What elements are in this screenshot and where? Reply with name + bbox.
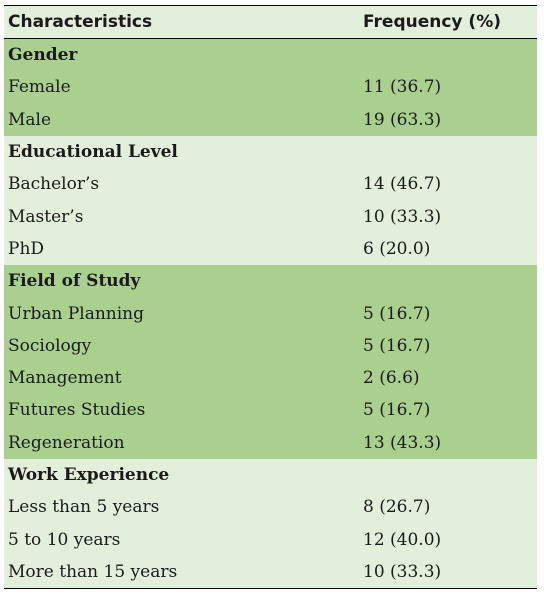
row-value: 6 (20.0) [363, 238, 431, 259]
table-row: More than 15 years 10 (33.3) [4, 555, 537, 589]
row-label: Management [8, 368, 122, 389]
section-title: Educational Level [8, 142, 178, 163]
table-row: Female 11 (36.7) [4, 71, 537, 104]
row-value: 14 (46.7) [363, 174, 442, 195]
row-label: Master’s [8, 206, 84, 227]
row-label: Futures Studies [8, 400, 146, 421]
section-title: Work Experience [8, 465, 170, 485]
table-row: Bachelor’s 14 (46.7) [4, 168, 537, 201]
section-title: Field of Study [8, 271, 141, 292]
table-row: Sociology 5 (16.7) [4, 329, 537, 362]
table-row: Urban Planning 5 (16.7) [4, 297, 537, 330]
row-value: 10 (33.3) [363, 206, 442, 227]
table-row: Male 19 (63.3) [4, 103, 537, 136]
row-value: 5 (16.7) [363, 400, 431, 421]
section-title: Gender [8, 45, 78, 66]
row-label: Regeneration [8, 432, 125, 453]
table-row: Master’s 10 (33.3) [4, 200, 537, 233]
row-label: Bachelor’s [8, 174, 100, 195]
row-value: 19 (63.3) [363, 109, 442, 130]
row-value: 13 (43.3) [363, 432, 442, 453]
table-row: Management 2 (6.6) [4, 361, 537, 395]
row-label: Urban Planning [8, 303, 144, 324]
row-value: 11 (36.7) [363, 77, 442, 98]
section-gender: Gender [4, 39, 537, 72]
row-value: 10 (33.3) [363, 561, 442, 582]
row-label: Female [8, 77, 71, 98]
section-field-of-study: Field of Study [4, 265, 537, 298]
row-label: Less than 5 years [8, 497, 160, 518]
row-value: 8 (26.7) [363, 497, 431, 518]
table-row: 5 to 10 years 12 (40.0) [4, 523, 537, 556]
table-row: Futures Studies 5 (16.7) [4, 394, 537, 427]
section-educational-level: Educational Level [4, 135, 537, 169]
row-value: 2 (6.6) [363, 368, 420, 389]
table-row: Less than 5 years 8 (26.7) [4, 491, 537, 524]
row-label: PhD [8, 238, 45, 259]
row-label: Sociology [8, 335, 92, 356]
characteristics-table: Characteristics Frequency (%) Gender Fem… [4, 5, 537, 590]
header-frequency: Frequency (%) [363, 12, 501, 32]
table-row: Regeneration 13 (43.3) [4, 426, 537, 459]
header-characteristics: Characteristics [8, 12, 153, 32]
table-header-row: Characteristics Frequency (%) [4, 6, 537, 39]
row-value: 5 (16.7) [363, 335, 431, 356]
row-value: 5 (16.7) [363, 303, 431, 324]
row-label: More than 15 years [8, 561, 178, 582]
section-work-experience: Work Experience [4, 458, 537, 492]
table-row: PhD 6 (20.0) [4, 232, 537, 266]
row-label: Male [8, 109, 52, 130]
row-value: 12 (40.0) [363, 529, 442, 550]
row-label: 5 to 10 years [8, 529, 121, 550]
